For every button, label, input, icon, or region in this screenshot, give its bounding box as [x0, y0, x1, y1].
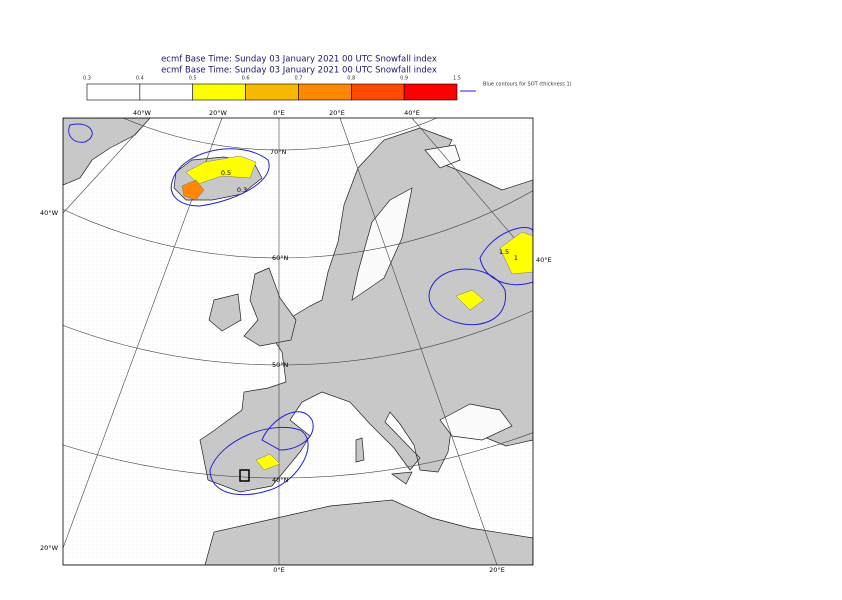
colorbar-bin — [403, 83, 458, 101]
contour-label: 0.5 — [221, 169, 231, 177]
sot-contour — [209, 426, 309, 496]
colorbar-tick-label: 0.5 — [189, 76, 197, 82]
map-labels: 40°W 20°W 0°E 20°E 40°E 40°W 20°W 40°E 0°E 20°E 70… — [40, 109, 552, 574]
graticule-label: 20°W — [209, 109, 228, 117]
colorbar-bin — [192, 83, 246, 101]
colorbar-bin — [298, 83, 352, 101]
snow-area — [455, 289, 485, 311]
graticule-label: 0°E — [273, 566, 285, 574]
graticule-label: 0°E — [273, 109, 285, 117]
land — [63, 499, 533, 565]
graticule-label: 40°N — [272, 476, 289, 484]
sot-contour — [68, 123, 93, 143]
graticule-label: 70°N — [270, 148, 287, 156]
land — [208, 293, 242, 332]
snow-area — [185, 155, 257, 185]
sea — [424, 144, 461, 169]
graticule-label: 40°W — [40, 209, 59, 217]
colorbar-tick-label: 0.7 — [294, 76, 302, 82]
land — [391, 471, 413, 485]
title-line: ecmf Base Time: Sunday 03 January 2021 0… — [161, 55, 437, 65]
colorbar-tick-label: 0.9 — [400, 76, 408, 82]
land — [243, 267, 297, 347]
contour-label: 1 — [514, 254, 518, 262]
colorbar-tick-label: 0.3 — [83, 76, 91, 82]
graticule-label: 40°E — [404, 109, 420, 117]
graticule-label: 60°N — [272, 254, 289, 262]
land — [355, 437, 365, 463]
graticule-label: 40°E — [536, 256, 552, 264]
title-line: ecmf Base Time: Sunday 03 January 2021 0… — [161, 66, 437, 76]
sot-contour — [479, 227, 533, 286]
colorbar-tick-label: 0.4 — [136, 76, 144, 82]
legend-text: Blue contours for SOT (thickness 1) — [483, 82, 572, 88]
colorbar-bin — [350, 83, 405, 101]
snow-area — [255, 453, 281, 471]
graticule-label: 50°N — [272, 361, 289, 369]
sot-contour — [261, 411, 314, 451]
box-marker — [239, 469, 250, 482]
contour-label: 0.3 — [237, 186, 247, 194]
graticule-label: 20°E — [329, 109, 345, 117]
graticule-label: 20°W — [40, 544, 59, 552]
snow-area — [181, 179, 205, 201]
map-frame — [62, 117, 534, 566]
colorbar-bin — [245, 83, 299, 101]
colorbar-tick-label: 0.6 — [242, 76, 250, 82]
sot-contour — [428, 268, 506, 326]
colorbar-tick-label: 1.5 — [453, 76, 461, 82]
map — [63, 118, 533, 565]
contour-label: 1.5 — [499, 248, 509, 256]
graticule-label: 40°W — [133, 109, 152, 117]
colorbar: 0.3 0.4 0.5 0.6 0.7 0.8 0.9 1.5 — [83, 76, 461, 101]
colorbar-bin — [139, 83, 194, 101]
colorbar-tick-label: 0.8 — [347, 76, 355, 82]
snow-area — [499, 231, 533, 275]
sot-contour — [170, 148, 270, 207]
colorbar-bin — [86, 83, 141, 101]
graticule-label: 20°E — [489, 566, 505, 574]
